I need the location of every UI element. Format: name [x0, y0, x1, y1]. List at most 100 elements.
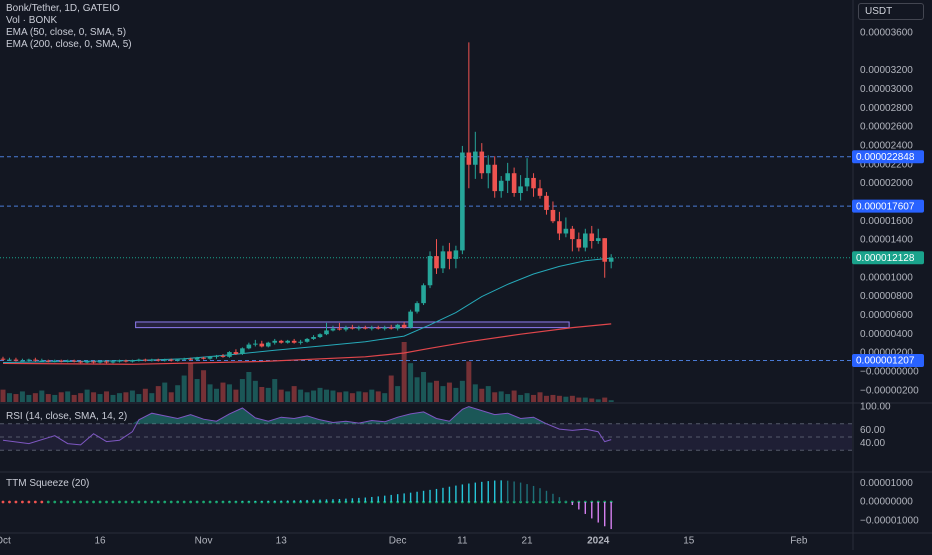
volume-bar[interactable]	[272, 379, 278, 402]
volume-bar[interactable]	[129, 390, 135, 402]
volume-bar[interactable]	[382, 393, 388, 402]
volume-bar[interactable]	[446, 382, 452, 402]
volume-bar[interactable]	[524, 393, 530, 402]
candle[interactable]	[233, 352, 239, 354]
candle[interactable]	[589, 233, 595, 242]
volume-bar[interactable]	[91, 392, 97, 402]
volume-bar[interactable]	[427, 382, 433, 402]
candle[interactable]	[298, 341, 303, 343]
candle[interactable]	[375, 327, 381, 329]
candle[interactable]	[201, 357, 206, 359]
candle[interactable]	[214, 355, 219, 357]
candle[interactable]	[563, 228, 569, 234]
candle[interactable]	[155, 359, 161, 361]
candle[interactable]	[278, 340, 284, 343]
candle[interactable]	[45, 360, 51, 362]
candle[interactable]	[550, 209, 556, 222]
symbol-legend[interactable]: Bonk/Tether, 1D, GATEIO	[6, 3, 120, 14]
candle[interactable]	[570, 228, 575, 240]
volume-bar[interactable]	[595, 399, 601, 402]
volume-bar[interactable]	[492, 392, 498, 402]
volume-bar[interactable]	[324, 389, 329, 402]
candle[interactable]	[401, 324, 407, 328]
candle[interactable]	[524, 177, 530, 187]
volume-bar[interactable]	[317, 387, 323, 402]
volume-bar[interactable]	[175, 385, 181, 402]
currency-button[interactable]: USDT	[858, 3, 924, 20]
candle[interactable]	[104, 361, 109, 363]
volume-bar[interactable]	[550, 394, 556, 402]
volume-bar[interactable]	[265, 387, 271, 402]
candle[interactable]	[498, 180, 504, 192]
candle[interactable]	[162, 359, 168, 361]
volume-bar[interactable]	[155, 386, 161, 402]
candle[interactable]	[453, 250, 459, 259]
candle[interactable]	[427, 256, 433, 286]
level-price-tag[interactable]	[852, 150, 924, 164]
candle[interactable]	[91, 361, 96, 363]
candle[interactable]	[20, 360, 25, 362]
candle[interactable]	[117, 360, 122, 362]
candle[interactable]	[39, 360, 45, 362]
candle[interactable]	[511, 173, 517, 193]
ema50-legend[interactable]: EMA (50, close, 0, SMA, 5)	[6, 27, 127, 38]
candle[interactable]	[576, 239, 582, 248]
volume-bar[interactable]	[511, 390, 517, 402]
volume-bar[interactable]	[123, 392, 129, 402]
candle[interactable]	[123, 360, 129, 362]
candle[interactable]	[175, 359, 180, 361]
volume-bar[interactable]	[104, 391, 110, 402]
volume-bar[interactable]	[13, 394, 19, 402]
candle[interactable]	[26, 359, 32, 361]
candle[interactable]	[285, 340, 290, 343]
candle[interactable]	[259, 343, 265, 347]
volume-bar[interactable]	[6, 393, 12, 402]
volume-bar[interactable]	[433, 380, 439, 402]
candle[interactable]	[7, 359, 12, 361]
candle[interactable]	[414, 303, 420, 312]
volume-bar[interactable]	[453, 387, 459, 402]
candle[interactable]	[388, 327, 394, 329]
volume-bar[interactable]	[498, 391, 504, 402]
candle[interactable]	[240, 348, 245, 354]
volume-bar[interactable]	[110, 394, 116, 402]
current-price-tag[interactable]	[852, 251, 924, 265]
candle[interactable]	[324, 330, 329, 335]
ema200-line[interactable]	[2, 323, 612, 365]
candle[interactable]	[350, 327, 355, 329]
volume-bar[interactable]	[336, 392, 342, 402]
candle[interactable]	[505, 173, 510, 181]
candle[interactable]	[473, 151, 478, 165]
candle[interactable]	[583, 233, 588, 248]
volume-bar[interactable]	[207, 384, 213, 402]
volume-bar[interactable]	[32, 393, 38, 402]
volume-bar[interactable]	[414, 377, 420, 402]
candle[interactable]	[71, 360, 77, 362]
volume-bar[interactable]	[369, 389, 375, 402]
ema50-line[interactable]	[2, 257, 612, 363]
ttm-legend[interactable]: TTM Squeeze (20)	[6, 478, 90, 489]
rsi-line[interactable]	[2, 406, 612, 446]
volume-bar[interactable]	[214, 388, 220, 402]
volume-bar[interactable]	[582, 397, 588, 402]
candle[interactable]	[97, 361, 103, 363]
volume-bar[interactable]	[569, 395, 575, 402]
candle[interactable]	[408, 311, 413, 328]
candle[interactable]	[492, 164, 498, 192]
volume-bar[interactable]	[388, 375, 394, 402]
volume-bar[interactable]	[395, 386, 401, 402]
volume-bar[interactable]	[375, 391, 381, 402]
candle[interactable]	[479, 151, 485, 174]
volume-bar[interactable]	[589, 398, 595, 402]
volume-bar[interactable]	[239, 379, 245, 402]
candle[interactable]	[537, 188, 543, 196]
candle[interactable]	[518, 186, 523, 193]
candle[interactable]	[246, 344, 252, 349]
candle[interactable]	[330, 328, 336, 331]
volume-bar[interactable]	[220, 382, 226, 402]
volume-bar[interactable]	[252, 380, 258, 402]
candle[interactable]	[194, 357, 200, 360]
volume-bar[interactable]	[362, 392, 368, 402]
volume-bar[interactable]	[472, 384, 478, 402]
candle[interactable]	[291, 340, 297, 343]
